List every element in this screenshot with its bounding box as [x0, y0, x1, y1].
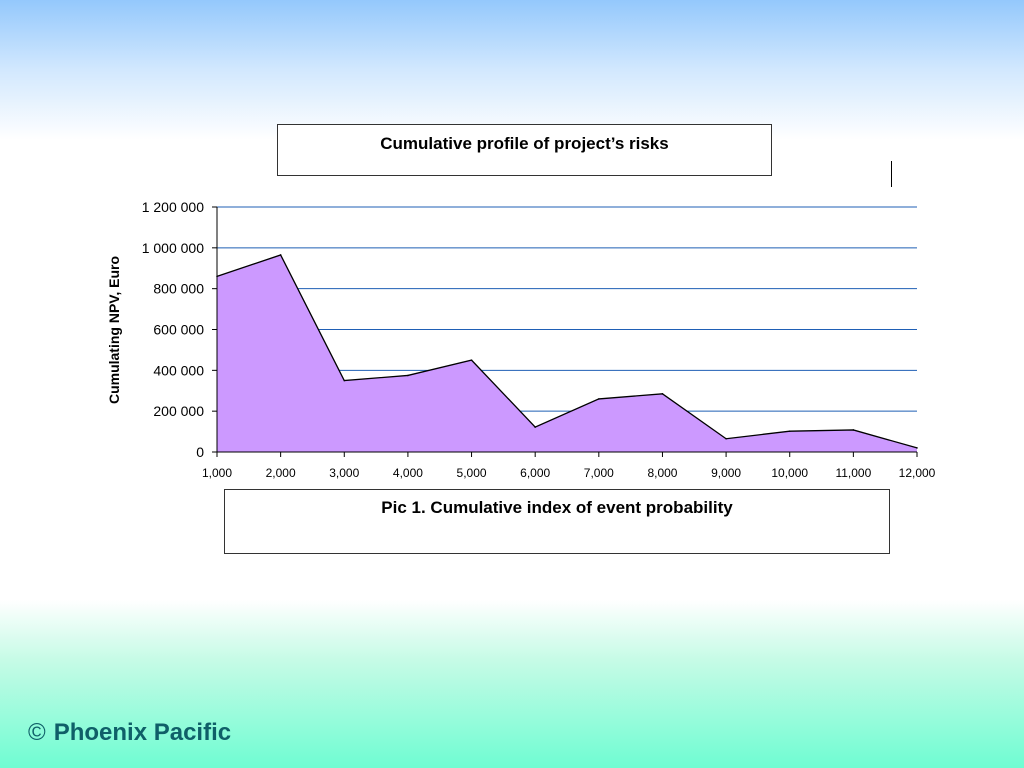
- y-tick-label: 600 000: [153, 322, 204, 338]
- y-tick-label: 400 000: [153, 362, 204, 378]
- data-point: [916, 447, 918, 449]
- axes: [212, 206, 918, 457]
- plot-area: [216, 254, 918, 452]
- data-point: [407, 374, 409, 377]
- x-tick-label: 4,000: [393, 466, 423, 480]
- y-tick-label: 0: [196, 444, 204, 460]
- chart-caption: Pic 1. Cumulative index of event probabi…: [381, 498, 733, 517]
- data-point: [852, 429, 855, 431]
- data-point: [598, 398, 600, 400]
- x-tick-label: 5,000: [457, 466, 487, 480]
- x-tick-label: 11,000: [835, 466, 871, 480]
- x-tick-label: 6,000: [520, 466, 550, 480]
- y-tick-label: 800 000: [153, 281, 204, 297]
- y-tick-labels: 0 200 000 400 000 600 000 800 000 1 000 000 1 …: [142, 199, 205, 460]
- data-point: [661, 393, 664, 395]
- x-tick-label: 8,000: [647, 466, 677, 480]
- x-tick-label: 12,000: [899, 466, 936, 480]
- copyright-icon: ©: [28, 719, 46, 746]
- data-point: [534, 426, 536, 428]
- y-tick-label: 200 000: [153, 403, 204, 419]
- chart-title: Cumulative profile of project’s risks: [380, 134, 669, 153]
- x-tick-label: 1,000: [202, 466, 232, 480]
- chart-caption-box: Pic 1. Cumulative index of event probabi…: [224, 489, 890, 554]
- y-axis-label: Cumulating NPV, Euro: [106, 256, 122, 404]
- data-point: [279, 254, 282, 256]
- y-tick-label: 1 000 000: [142, 240, 204, 256]
- brand-name: Phoenix Pacific: [53, 719, 232, 746]
- footer-brand: © Phoenix Pacific: [28, 719, 231, 747]
- x-tick-label: 2,000: [266, 466, 296, 480]
- area-fill: [217, 254, 917, 452]
- data-point: [470, 359, 473, 361]
- decorative-line: [891, 161, 892, 187]
- data-point: [725, 437, 727, 440]
- chart-title-box: Cumulative profile of project’s risks: [277, 124, 772, 176]
- series-line: [216, 254, 918, 449]
- x-tick-label: 7,000: [584, 466, 614, 480]
- x-tick-label: 10,000: [771, 466, 808, 480]
- data-point: [343, 379, 346, 382]
- x-tick-label: 3,000: [329, 466, 359, 480]
- data-point: [788, 430, 791, 432]
- x-tick-label: 9,000: [711, 466, 741, 480]
- y-tick-label: 1 200 000: [142, 199, 204, 215]
- x-tick-labels: 1,000 2,000 3,000 4,000 5,000 6,000 7,000 8,000…: [202, 466, 936, 480]
